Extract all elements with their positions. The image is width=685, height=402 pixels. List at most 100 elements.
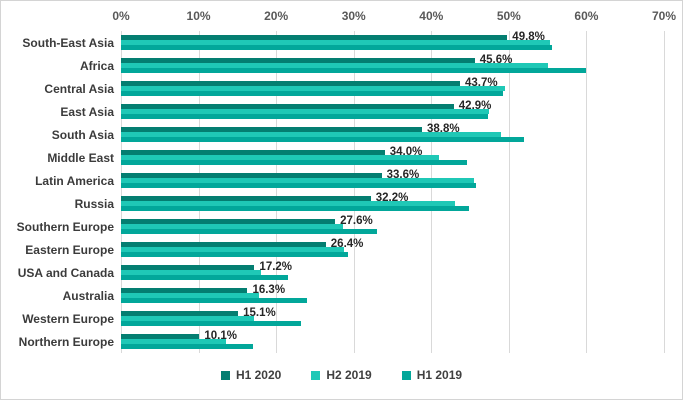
bar-h1-2019: [121, 137, 525, 142]
bar-h1-2019: [121, 321, 301, 326]
x-axis-tick-label: 20%: [264, 9, 289, 23]
bar-h2-2019: [121, 86, 505, 91]
category-label: South-East Asia: [22, 35, 114, 50]
bar-h2-2019: [121, 155, 440, 160]
category-label: Eastern Europe: [25, 242, 114, 257]
legend-item: H1 2019: [401, 368, 463, 382]
bar-h1-2020: [121, 58, 475, 63]
bar-group: 16.3%: [121, 284, 664, 307]
legend-label: H2 2019: [326, 368, 372, 382]
data-label: 32.2%: [375, 192, 409, 204]
bar-h1-2020: [121, 219, 336, 224]
bar-group: 26.4%: [121, 238, 664, 261]
bar-group: 45.6%: [121, 54, 664, 77]
legend-swatch: [401, 370, 411, 380]
bar-h1-2019: [121, 114, 488, 119]
bar-h1-2020: [121, 265, 255, 270]
category-label: East Asia: [60, 104, 114, 119]
bar-h1-2020: [121, 81, 460, 86]
category-axis: South-East Asia Africa Central Asia East As…: [1, 31, 121, 353]
gridline: [198, 31, 200, 353]
bar-h2-2019: [121, 132, 502, 137]
category-label: Latin America: [35, 173, 114, 188]
bar-group: 17.2%: [121, 261, 664, 284]
x-axis-tick-label: 10%: [186, 9, 211, 23]
category-label: Western Europe: [22, 311, 114, 326]
x-axis-tick-label: 70%: [651, 9, 677, 23]
bar-h1-2019: [121, 183, 477, 188]
gridline: [121, 31, 122, 353]
data-label: 38.8%: [426, 123, 460, 135]
category-label: South Asia: [51, 127, 114, 142]
bar-h1-2019: [121, 45, 552, 50]
bar-h1-2020: [121, 150, 385, 155]
axis-spacer: [1, 3, 121, 31]
legend-swatch: [220, 370, 230, 380]
category-label: Middle East: [47, 150, 114, 165]
x-axis: 0% 10% 20% 30% 40% 50% 60% 70%: [1, 3, 682, 31]
category-label: Russia: [74, 196, 114, 211]
bar-h2-2019: [121, 339, 226, 344]
bar-h2-2019: [121, 270, 261, 275]
bar-group: 38.8%: [121, 123, 664, 146]
bar-h1-2020: [121, 242, 326, 247]
bar-h1-2019: [121, 275, 288, 280]
category-label: Southern Europe: [16, 219, 114, 234]
category-label: USA and Canada: [17, 265, 114, 280]
category-label: Africa: [79, 58, 114, 73]
bar-h2-2019: [121, 316, 255, 321]
x-axis-tick-label: 50%: [496, 9, 521, 23]
x-axis-tick-label: 0%: [112, 9, 130, 23]
data-label: 17.2%: [259, 261, 293, 273]
data-label: 15.1%: [243, 307, 276, 319]
x-axis-tick-label: 40%: [419, 9, 444, 23]
plot-area: 49.8% 45.6% 43.7% 42.9% 38.8% 34.0% 33.6% 32.2%…: [121, 31, 665, 353]
x-axis-tick-label: 30%: [341, 9, 366, 23]
gridline: [586, 31, 588, 353]
data-label: 33.6%: [386, 169, 420, 181]
bar-group: 49.8%: [121, 31, 664, 54]
bar-group: 43.7%: [121, 77, 664, 100]
data-label: 45.6%: [479, 54, 513, 66]
gridline: [276, 31, 278, 353]
data-label: 26.4%: [330, 238, 364, 250]
category-label: Northern Europe: [18, 334, 114, 349]
bar-h1-2019: [121, 68, 586, 73]
legend-swatch: [311, 370, 321, 380]
data-label: 34.0%: [389, 146, 423, 158]
bar-h1-2020: [121, 311, 239, 316]
bar-h2-2019: [121, 40, 550, 45]
bar-group: 27.6%: [121, 215, 664, 238]
bar-group: 15.1%: [121, 307, 664, 330]
data-label: 43.7%: [464, 77, 498, 89]
bar-h1-2019: [121, 252, 349, 257]
x-axis-tick-labels: 0% 10% 20% 30% 40% 50% 60% 70%: [112, 3, 676, 31]
chart-body: South-East Asia Africa Central Asia East As…: [1, 31, 682, 353]
legend-item: H1 2020: [220, 368, 282, 382]
gridline: [431, 31, 433, 353]
bar-h1-2019: [121, 344, 253, 349]
legend-item: H2 2019: [311, 368, 372, 382]
gridline: [508, 31, 510, 353]
bar-group: 32.2%: [121, 192, 664, 215]
bar-h1-2020: [121, 334, 200, 339]
bar-h2-2019: [121, 247, 345, 252]
bar-group: 34.0%: [121, 146, 664, 169]
gridline: [353, 31, 355, 353]
bar-h1-2020: [121, 196, 371, 201]
data-label: 42.9%: [458, 100, 492, 112]
bar-h2-2019: [121, 63, 548, 68]
bar-h2-2019: [121, 178, 474, 183]
legend-label: H1 2019: [416, 368, 463, 382]
bar-h1-2019: [121, 298, 308, 303]
category-label: Australia: [62, 288, 114, 303]
bar-h1-2020: [121, 104, 454, 109]
bar-group: 42.9%: [121, 100, 664, 123]
legend-label: H1 2020: [235, 368, 282, 382]
bar-group: 33.6%: [121, 169, 664, 192]
bar-h1-2019: [121, 206, 469, 211]
bar-h1-2019: [121, 91, 504, 96]
gridline: [664, 31, 665, 353]
x-axis-tick-label: 60%: [574, 9, 599, 23]
